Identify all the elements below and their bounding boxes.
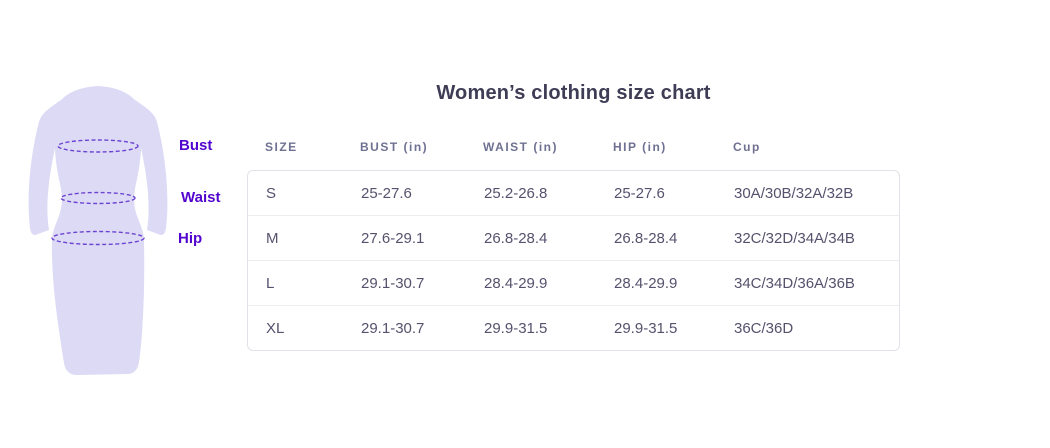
cell-waist: 26.8-28.4: [484, 229, 548, 247]
cell-cup: 36C/36D: [734, 319, 794, 337]
cell-waist: 25.2-26.8: [484, 184, 548, 202]
page-title: Women’s clothing size chart: [436, 82, 711, 104]
hip-measure-line: [51, 230, 145, 246]
cell-bust: 29.1-30.7: [361, 274, 425, 292]
cell-hip: 28.4-29.9: [614, 274, 678, 292]
table-row-m: M 27.6-29.1 26.8-28.4 26.8-28.4 32C/32D/…: [248, 216, 899, 261]
cell-size: XL: [266, 319, 285, 337]
cell-size: L: [266, 274, 275, 292]
table-row-s: S 25-27.6 25.2-26.8 25-27.6 30A/30B/32A/…: [248, 171, 899, 216]
cell-hip: 25-27.6: [614, 184, 665, 202]
header-size: SIZE: [265, 140, 298, 154]
cell-hip: 29.9-31.5: [614, 319, 678, 337]
table-header-row: SIZE BUST (in) WAIST (in) HIP (in) Cup: [247, 133, 900, 161]
cell-waist: 29.9-31.5: [484, 319, 548, 337]
dress-left-sleeve: [28, 100, 61, 235]
header-hip: HIP (in): [613, 140, 667, 154]
dress-right-sleeve: [135, 100, 168, 235]
cell-waist: 28.4-29.9: [484, 274, 548, 292]
waist-label: Waist: [181, 189, 221, 206]
dress-illustration: [28, 86, 168, 375]
cell-hip: 26.8-28.4: [614, 229, 678, 247]
bust-measure-line: [57, 139, 139, 153]
table-row-xl: XL 29.1-30.7 29.9-31.5 29.9-31.5 36C/36D: [248, 306, 899, 350]
header-waist: WAIST (in): [483, 140, 558, 154]
cell-bust: 25-27.6: [361, 184, 412, 202]
cell-cup: 30A/30B/32A/32B: [734, 184, 854, 202]
cell-bust: 29.1-30.7: [361, 319, 425, 337]
table-row-l: L 29.1-30.7 28.4-29.9 28.4-29.9 34C/34D/…: [248, 261, 899, 306]
header-bust: BUST (in): [360, 140, 429, 154]
hip-label: Hip: [178, 230, 203, 247]
bust-label: Bust: [179, 137, 213, 154]
dress-body-shape: [40, 86, 156, 375]
size-chart-table: SIZE BUST (in) WAIST (in) HIP (in) Cup S…: [247, 133, 900, 351]
cell-size: S: [266, 184, 277, 202]
table-body: S 25-27.6 25.2-26.8 25-27.6 30A/30B/32A/…: [247, 170, 900, 351]
cell-bust: 27.6-29.1: [361, 229, 425, 247]
cell-cup: 34C/34D/36A/36B: [734, 274, 855, 292]
cell-cup: 32C/32D/34A/34B: [734, 229, 855, 247]
waist-measure-line: [60, 191, 136, 205]
header-cup: Cup: [733, 140, 761, 154]
cell-size: M: [266, 229, 279, 247]
